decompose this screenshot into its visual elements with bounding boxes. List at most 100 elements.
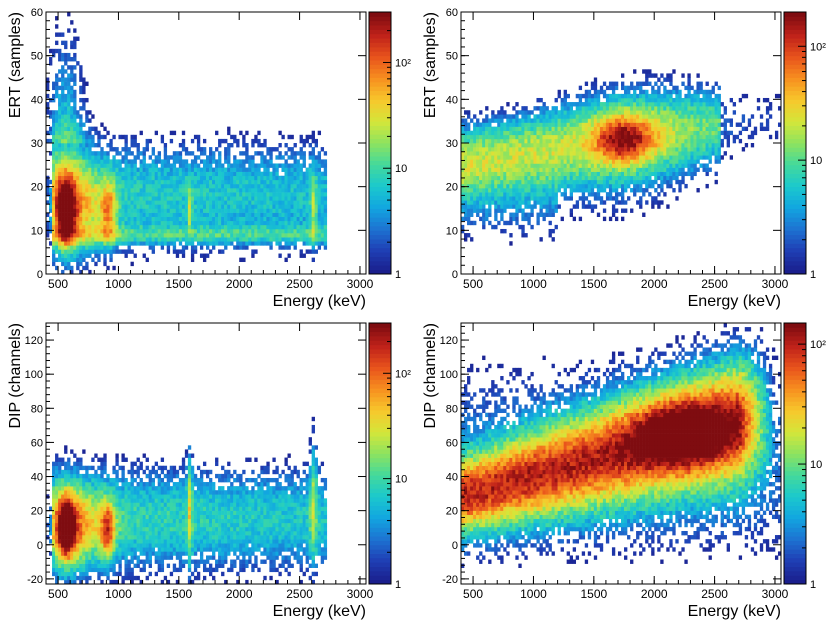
- heatmap-cell: [303, 151, 306, 155]
- heatmap-cell: [612, 127, 615, 131]
- heatmap-cell: [275, 196, 278, 200]
- heatmap-cell: [257, 163, 260, 167]
- heatmap-cell: [61, 90, 64, 94]
- heatmap-cell: [485, 139, 488, 143]
- heatmap-cell: [303, 225, 306, 229]
- heatmap-cell: [579, 155, 582, 159]
- heatmap-cell: [642, 147, 645, 151]
- heatmap-cell: [55, 32, 58, 36]
- heatmap-cell: [654, 102, 657, 106]
- heatmap-cell: [76, 213, 79, 217]
- heatmap-cell: [696, 106, 699, 110]
- heatmap-cell: [603, 90, 606, 94]
- heatmap-cell: [164, 163, 167, 167]
- heatmap-cell: [509, 151, 512, 155]
- heatmap-cell: [488, 143, 491, 147]
- heatmap-cell: [167, 245, 170, 249]
- heatmap-cell: [100, 217, 103, 221]
- heatmap-cell: [573, 139, 576, 143]
- heatmap-cell: [573, 143, 576, 147]
- heatmap-cell: [137, 225, 140, 229]
- heatmap-cell: [278, 176, 281, 180]
- heatmap-cell: [718, 147, 721, 151]
- heatmap-cell: [675, 86, 678, 90]
- heatmap-cell: [518, 131, 521, 135]
- heatmap-cell: [294, 229, 297, 233]
- heatmap-cell: [191, 139, 194, 143]
- heatmap-cell: [82, 254, 85, 258]
- heatmap-cell: [115, 147, 118, 151]
- heatmap-cell: [167, 172, 170, 176]
- heatmap-cell: [70, 221, 73, 225]
- heatmap-cell: [67, 249, 70, 253]
- heatmap-cell: [612, 155, 615, 159]
- heatmap-cell: [236, 204, 239, 208]
- heatmap-cell: [657, 106, 660, 110]
- heatmap-cell: [518, 168, 521, 172]
- heatmap-cell: [609, 127, 612, 131]
- heatmap-cell: [506, 155, 509, 159]
- heatmap-cell: [597, 118, 600, 122]
- heatmap-cell: [291, 209, 294, 213]
- heatmap-cell: [82, 213, 85, 217]
- heatmap-cell: [639, 139, 642, 143]
- heatmap-cell: [663, 147, 666, 151]
- heatmap-cell: [549, 213, 552, 217]
- heatmap-cell: [215, 221, 218, 225]
- heatmap-cell: [121, 196, 124, 200]
- heatmap-cell: [82, 147, 85, 151]
- heatmap-cell: [591, 163, 594, 167]
- heatmap-cell: [579, 147, 582, 151]
- heatmap-cell: [67, 180, 70, 184]
- heatmap-cell: [657, 118, 660, 122]
- heatmap-cell: [188, 213, 191, 217]
- heatmap-cell: [161, 225, 164, 229]
- heatmap-cell: [624, 90, 627, 94]
- heatmap-cell: [467, 176, 470, 180]
- heatmap-cell: [624, 209, 627, 213]
- heatmap-cell: [500, 114, 503, 118]
- heatmap-cell: [109, 229, 112, 233]
- heatmap-cell: [128, 147, 131, 151]
- heatmap-cell: [194, 221, 197, 225]
- heatmap-cell: [630, 98, 633, 102]
- heatmap-cell: [294, 241, 297, 245]
- heatmap-cell: [284, 192, 287, 196]
- heatmap-cell: [594, 168, 597, 172]
- heatmap-cell: [312, 209, 315, 213]
- heatmap-cell: [555, 188, 558, 192]
- heatmap-cell: [690, 135, 693, 139]
- heatmap-cell: [467, 213, 470, 217]
- heatmap-cell: [67, 184, 70, 188]
- heatmap-cell: [79, 262, 82, 266]
- heatmap-cell: [284, 159, 287, 163]
- heatmap-cell: [281, 209, 284, 213]
- heatmap-cell: [648, 155, 651, 159]
- heatmap-cell: [585, 163, 588, 167]
- heatmap-cell: [539, 118, 542, 122]
- heatmap-cell: [288, 172, 291, 176]
- heatmap-cell: [639, 98, 642, 102]
- heatmap-cell: [530, 204, 533, 208]
- heatmap-cell: [269, 192, 272, 196]
- heatmap-cell: [666, 172, 669, 176]
- heatmap-cell: [494, 217, 497, 221]
- heatmap-cell: [124, 184, 127, 188]
- heatmap-cell: [570, 135, 573, 139]
- heatmap-cell: [633, 159, 636, 163]
- heatmap-cell: [618, 172, 621, 176]
- heatmap-cell: [612, 176, 615, 180]
- heatmap-cell: [515, 155, 518, 159]
- heatmap-cell: [546, 110, 549, 114]
- heatmap-cell: [588, 163, 591, 167]
- heatmap-cell: [266, 176, 269, 180]
- heatmap-cell: [549, 110, 552, 114]
- heatmap-cell: [137, 151, 140, 155]
- heatmap-cell: [470, 204, 473, 208]
- heatmap-cell: [233, 204, 236, 208]
- heatmap-cell: [509, 127, 512, 131]
- heatmap-cell: [128, 176, 131, 180]
- heatmap-cell: [309, 135, 312, 139]
- heatmap-cell: [106, 159, 109, 163]
- heatmap-cell: [221, 188, 224, 192]
